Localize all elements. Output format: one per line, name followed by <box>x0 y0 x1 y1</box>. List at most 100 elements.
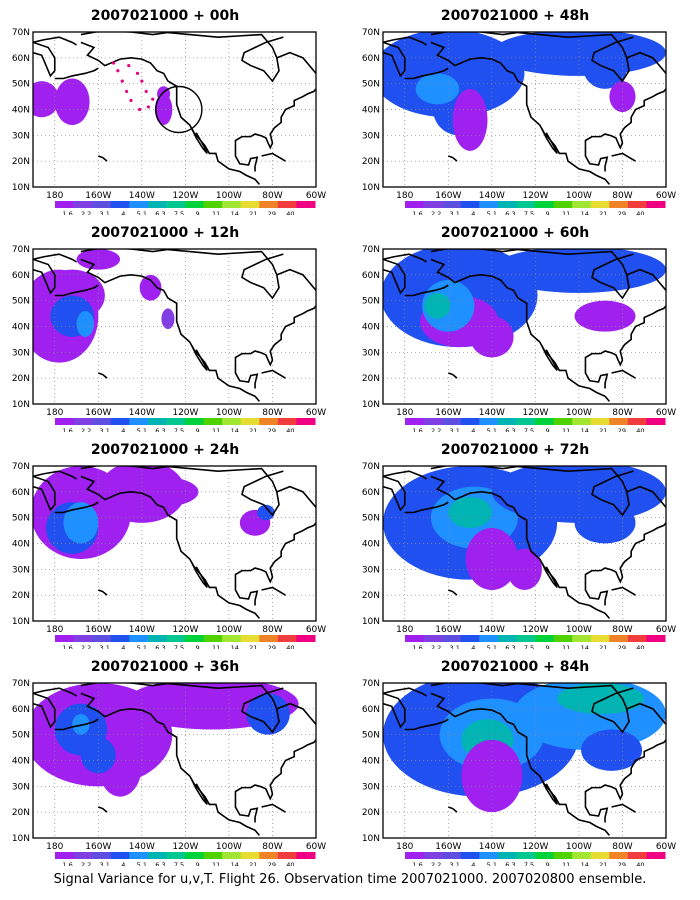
colorbar-swatch <box>646 201 666 208</box>
colorbar-label: 4 <box>471 861 475 866</box>
panel-title: 2007021000 + 84h <box>440 659 590 675</box>
colorbar-swatch <box>460 418 480 425</box>
map-plot: 70N 60N 50N 40N 30N 20N 10N 180 160W 140W 120W 100W… <box>12 28 326 215</box>
coastline <box>383 36 427 46</box>
colorbar-swatch <box>166 418 186 425</box>
colorbar-label: 29 <box>268 644 276 649</box>
colorbar-label: 1.6 <box>62 644 72 649</box>
colorbar-label: 11 <box>562 427 570 432</box>
colorbar-label: 7.5 <box>174 861 184 866</box>
variance-contour <box>33 81 60 118</box>
coastline <box>584 362 609 389</box>
colorbar-label: 21 <box>249 861 257 866</box>
coastline <box>383 258 406 295</box>
latitude-tick-label: 60N <box>362 488 380 498</box>
coastline <box>234 88 316 150</box>
variance-contour <box>246 693 290 735</box>
variance-contours <box>33 78 173 125</box>
variance-contour <box>574 300 636 332</box>
map-frame <box>382 31 667 188</box>
colorbar-swatch <box>516 418 536 425</box>
colorbar-label: 9 <box>196 861 200 866</box>
coastline <box>541 345 558 371</box>
latitude-tick-label: 10N <box>362 834 380 844</box>
colorbar-swatch <box>166 201 186 208</box>
longitude-tick-label: 120W <box>172 408 198 418</box>
coastline <box>261 152 286 162</box>
colorbar-label: 29 <box>268 427 276 432</box>
latitude-tick-label: 10N <box>12 617 30 627</box>
colorbar-swatch <box>259 201 279 208</box>
colorbar-swatch <box>73 852 93 859</box>
coastline <box>383 41 406 78</box>
latitude-tick-label: 20N <box>362 157 380 167</box>
coastline <box>448 806 458 813</box>
variance-contour <box>120 476 199 508</box>
colorbar: 1.6 2.2 3.1 4 5.1 6.3 7.5 9 11 14 21 29 40 <box>405 635 666 649</box>
colorbar-label: 4 <box>471 644 475 649</box>
panel-title: 2007021000 + 72h <box>440 442 590 458</box>
coastline <box>80 249 284 300</box>
longitude-tick-label: 80W <box>262 408 282 418</box>
colorbar-swatch <box>296 635 316 642</box>
coastline <box>448 372 458 379</box>
colorbar-label: 21 <box>249 644 257 649</box>
longitude-tick-label: 160W <box>435 408 461 418</box>
coastline <box>80 258 261 402</box>
colorbar-swatch <box>590 852 610 859</box>
map-panel: 2007021000 + 36h 70N 60N 50N 40N 30N 20N 10N 180… <box>0 651 330 866</box>
colorbar-swatch <box>609 635 629 642</box>
coastline <box>626 485 666 509</box>
observation-track <box>111 61 155 112</box>
colorbar-swatch <box>479 635 499 642</box>
observation-point <box>120 79 124 83</box>
latitude-tick-label: 20N <box>12 374 30 384</box>
colorbar-swatch <box>442 201 462 208</box>
coastline <box>98 589 108 596</box>
colorbar-label: 2.2 <box>431 861 441 866</box>
coastline <box>430 692 611 836</box>
colorbar-label: 5.1 <box>137 644 147 649</box>
colorbar-swatch <box>460 635 480 642</box>
variance-contour <box>470 316 514 358</box>
latitude-tick-label: 70N <box>362 679 380 689</box>
latitude-tick-label: 30N <box>12 131 30 141</box>
map-plot: 70N 60N 50N 40N 30N 20N 10N 180 160W 140W 120W 100W… <box>12 245 326 432</box>
latitude-tick-label: 60N <box>12 54 30 64</box>
variance-contours <box>33 466 275 559</box>
observation-point <box>111 61 116 65</box>
colorbar-swatch <box>166 635 186 642</box>
colorbar-swatch <box>516 201 536 208</box>
colorbar-swatch <box>590 635 610 642</box>
observation-point <box>129 98 133 103</box>
colorbar-swatch <box>497 418 517 425</box>
coastline <box>383 253 427 263</box>
colorbar-label: 1.6 <box>412 210 422 215</box>
longitude-tick-label: 160W <box>85 625 111 635</box>
latitude-tick-label: 40N <box>362 540 380 550</box>
coastline <box>611 152 636 162</box>
colorbar-label: 29 <box>268 861 276 866</box>
latitude-tick-label: 30N <box>362 565 380 575</box>
coastline <box>234 522 316 584</box>
colorbar-label: 2.2 <box>431 210 441 215</box>
map-plot: 70N 60N 50N 40N 30N 20N 10N 180 160W 140W 120W 100W… <box>362 28 676 215</box>
coastline <box>430 249 634 300</box>
longitude-tick-label: 60W <box>656 625 676 635</box>
coastline <box>234 796 259 823</box>
colorbar-label: 21 <box>249 427 257 432</box>
latitude-tick-label: 30N <box>12 782 30 792</box>
coastline <box>80 692 261 836</box>
longitude-tick-label: 180 <box>46 191 63 201</box>
variance-contour <box>424 292 451 319</box>
longitude-tick-label: 120W <box>522 408 548 418</box>
longitude-tick-label: 100W <box>216 408 242 418</box>
latitude-tick-label: 40N <box>362 323 380 333</box>
panel-title: 2007021000 + 36h <box>90 659 240 675</box>
colorbar-swatch <box>277 201 297 208</box>
colorbar-label: 11 <box>562 861 570 866</box>
colorbar-label: 3.1 <box>450 644 460 649</box>
coastline <box>276 268 316 292</box>
latitude-tick-label: 60N <box>12 271 30 281</box>
colorbar-swatch <box>497 852 517 859</box>
